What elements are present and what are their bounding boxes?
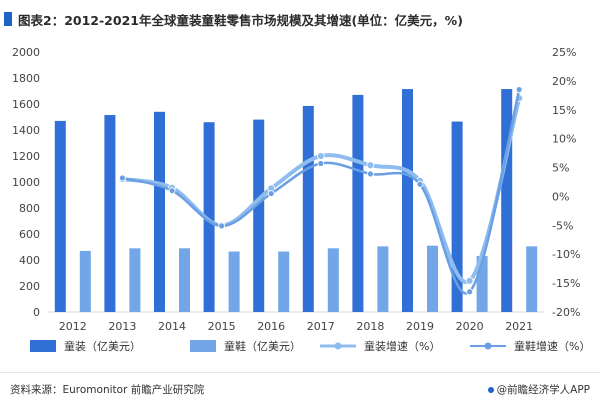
bar-clothing [451,121,463,312]
bar-clothing [54,120,66,313]
x-tick-label: 2019 [406,320,434,333]
x-tick-label: 2014 [158,320,186,333]
chart-title: 图表2：2012-2021年全球童装童鞋零售市场规模及其增速(单位：亿美元，%) [18,13,463,28]
legend-swatch-bar [30,340,56,352]
x-tick-label: 2012 [59,320,87,333]
y-left-tick-label: 1000 [12,176,40,189]
y-right-tick-label: 15% [552,104,576,117]
source-note: 资料来源：Euromonitor 前瞻产业研究院 [10,384,205,396]
y-left-tick-label: 0 [33,306,40,319]
point-shoes-growth [466,288,474,296]
chart: 0 200 400 600 800 1000 1200 1400 1600 1800 2000 -20… [12,46,590,353]
bar-clothing [352,94,364,313]
y-right-tick-label: -5% [552,219,573,232]
y-left-tick-label: 1600 [12,98,40,111]
point-clothing-growth [465,276,474,285]
title-accent-mark [4,12,12,26]
y-right-tick-label: -15% [552,277,580,290]
bar-clothing [104,115,116,312]
legend-label: 童装（亿美元） [64,339,141,353]
bar-shoes [476,256,488,312]
y-left-tick-label: 1200 [12,150,40,163]
y-right-tick-label: 0% [552,190,569,203]
legend-swatch-bar [190,340,216,352]
x-tick-label: 2016 [257,320,285,333]
bar-shoes [427,245,438,312]
y-right-tick-label: -20% [552,306,580,319]
y-right-tick-label: 20% [552,75,576,88]
point-clothing-growth [316,152,325,160]
y-right-tick-label: 10% [552,133,576,146]
legend-swatch-marker [484,342,492,350]
x-tick-label: 2017 [307,320,335,333]
bar-clothing [154,111,165,312]
y-left-tick-label: 1400 [12,124,40,137]
y-left-tick-label: 1800 [12,72,40,85]
point-clothing-growth [366,161,375,170]
bar-shoes [179,248,190,312]
legend-label: 童鞋增速（%） [514,339,590,353]
y-right-tick-label: 5% [552,162,569,175]
bar-shoes [79,250,91,312]
x-tick-label: 2018 [356,320,384,333]
y-left-tick-label: 800 [19,202,40,215]
bar-clothing [402,89,413,312]
x-tick-label: 2020 [456,320,484,333]
credit-text: @前瞻经济学人APP [496,384,590,396]
bar-clothing [501,89,513,312]
y-left-tick-label: 600 [19,228,40,241]
legend-swatch-marker [334,342,342,350]
y-left-tick-label: 400 [19,254,40,267]
bar-shoes [129,248,141,312]
bar-clothing [253,119,265,312]
point-shoes-growth [267,190,275,197]
legend-label: 童鞋（亿美元） [224,339,301,353]
legend-label: 童装增速（%） [364,339,440,353]
footer: 资料来源：Euromonitor 前瞻产业研究院 @前瞻经济学人APP [0,372,600,407]
x-tick-label: 2021 [505,320,533,333]
bar-shoes [278,251,290,312]
point-shoes-growth [366,170,374,178]
point-shoes-growth [119,174,126,182]
x-tick-label: 2013 [108,320,136,333]
app-logo-icon [487,387,494,393]
point-shoes-growth [317,160,325,167]
bar-shoes [327,248,339,312]
y-left-tick-label: 200 [19,280,40,293]
point-shoes-growth [218,222,226,230]
y-right-tick-label: -10% [552,248,580,261]
bar-clothing [302,105,314,312]
point-shoes-growth [168,187,176,195]
bar-shoes [377,246,389,312]
bar-shoes [526,246,538,312]
y-left-tick-label: 2000 [12,46,40,59]
bar-clothing [203,122,215,312]
bar-shoes [228,251,240,312]
credit-note: @前瞻经济学人APP [487,382,590,397]
x-tick-label: 2015 [208,320,236,333]
title-bar: 图表2：2012-2021年全球童装童鞋零售市场规模及其增速(单位：亿美元，%) [0,0,600,40]
point-shoes-growth [416,180,424,188]
y-right-tick-label: 25% [552,46,576,59]
point-shoes-growth [515,86,523,93]
